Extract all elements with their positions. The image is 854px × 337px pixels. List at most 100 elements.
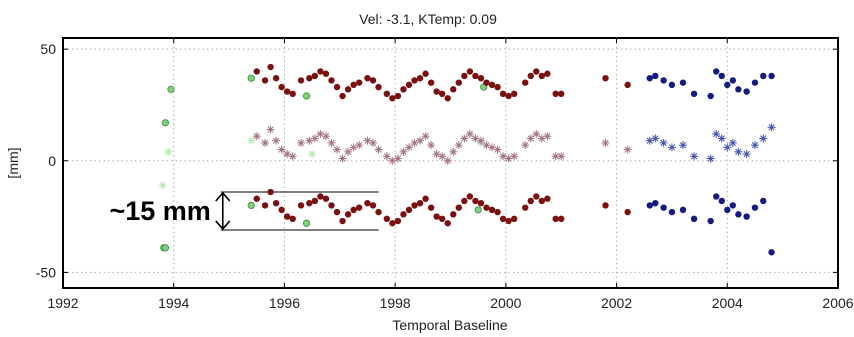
data-point: [552, 215, 559, 223]
data-point: [416, 199, 424, 207]
data-point: [713, 193, 720, 200]
data-point: [433, 88, 440, 95]
data-point: [383, 90, 391, 98]
data-point: [267, 63, 274, 71]
data-point-cross: [667, 143, 676, 152]
data-point: [433, 213, 440, 220]
data-point-cross: [297, 138, 306, 147]
data-point-cross: [288, 152, 297, 161]
data-point: [522, 79, 529, 86]
data-point-cross: [252, 132, 261, 141]
data-point: [477, 199, 485, 207]
data-point: [455, 204, 463, 211]
data-point: [505, 92, 512, 100]
data-point: [306, 74, 313, 82]
data-point: [317, 193, 324, 200]
data-point-cross: [266, 125, 275, 134]
data-point: [483, 204, 490, 211]
data-point-cross: [601, 138, 610, 147]
data-point: [760, 197, 767, 205]
x-tick-label: 1996: [269, 295, 300, 311]
data-point: [455, 79, 463, 86]
data-point-cross: [247, 136, 256, 145]
data-point: [416, 74, 424, 82]
data-point: [533, 193, 540, 200]
x-tick-label: 2006: [822, 295, 853, 311]
data-point: [364, 74, 371, 82]
data-point: [405, 206, 413, 214]
data-point: [544, 195, 551, 202]
data-point: [735, 86, 742, 93]
data-point: [247, 201, 255, 210]
data-point: [422, 70, 429, 77]
x-tick-label: 2002: [601, 295, 632, 311]
data-point: [167, 85, 175, 93]
data-point: [344, 86, 352, 93]
data-point: [278, 83, 285, 91]
data-point: [533, 68, 540, 75]
data-point: [522, 204, 529, 211]
data-point-cross: [728, 138, 737, 147]
data-point: [660, 204, 667, 211]
data-point: [322, 195, 330, 202]
data-point-cross: [404, 143, 413, 152]
data-point: [272, 74, 280, 82]
data-point: [438, 215, 446, 223]
data-point: [558, 215, 565, 223]
data-point-cross: [690, 152, 699, 161]
chart-title: Vel: -3.1, KTemp: 0.09: [359, 11, 497, 27]
data-point: [355, 204, 363, 211]
data-point: [510, 90, 518, 98]
data-point: [333, 83, 341, 91]
data-point: [369, 77, 377, 84]
data-point: [297, 77, 305, 84]
x-tick-label: 1992: [47, 295, 78, 311]
y-tick-label: -50: [36, 264, 56, 280]
data-point: [660, 77, 667, 84]
data-point: [724, 81, 731, 89]
data-point: [729, 77, 737, 84]
annotation-arrow-head-bottom: [215, 220, 231, 231]
data-point: [344, 211, 352, 218]
data-point-cross: [382, 152, 391, 161]
data-point-cross: [277, 145, 286, 154]
data-point: [450, 211, 457, 218]
data-point: [444, 220, 451, 227]
annotation-label: ~15 mm: [109, 196, 210, 226]
data-point: [283, 213, 291, 220]
data-point-cross: [526, 134, 535, 143]
data-point: [652, 199, 659, 207]
data-point: [444, 95, 451, 102]
data-point: [735, 211, 742, 218]
data-point: [411, 77, 418, 84]
data-point: [743, 213, 750, 220]
data-point: [350, 206, 357, 214]
data-point-cross: [443, 156, 452, 165]
data-point: [311, 72, 319, 80]
data-point: [646, 202, 653, 209]
data-point-cross: [651, 134, 660, 143]
data-point: [466, 193, 474, 200]
data-point-cross: [476, 136, 485, 145]
data-point: [339, 92, 346, 100]
data-point: [394, 92, 402, 100]
data-point: [302, 92, 311, 100]
data-point: [552, 90, 559, 98]
data-point-cross: [321, 132, 330, 141]
data-point: [389, 95, 396, 102]
data-point: [494, 83, 501, 91]
data-point-cross: [369, 138, 377, 147]
data-point: [272, 199, 280, 207]
data-point: [289, 90, 296, 98]
data-point: [707, 217, 714, 225]
data-point-cross: [750, 141, 759, 150]
data-point: [450, 86, 457, 93]
data-point: [602, 202, 609, 209]
data-point: [538, 197, 546, 205]
data-point: [527, 197, 534, 205]
data-point: [751, 79, 759, 86]
data-point: [306, 199, 313, 207]
data-point: [375, 208, 382, 216]
data-point: [760, 72, 767, 80]
data-point: [652, 72, 659, 80]
